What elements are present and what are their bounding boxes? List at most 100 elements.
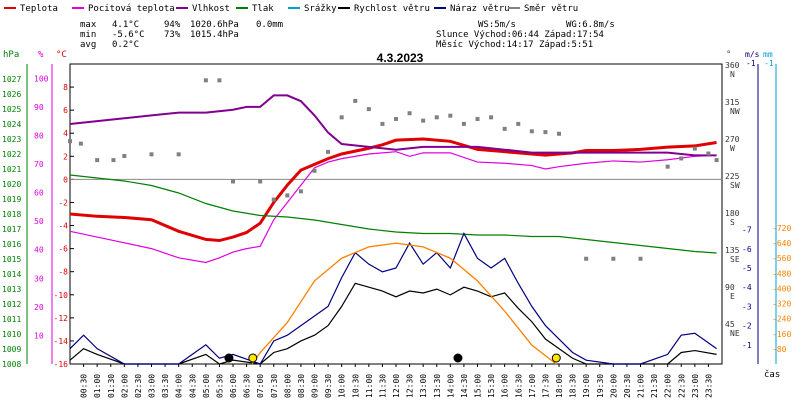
- direction-tick-label: 180: [725, 209, 740, 218]
- plot-frame: [69, 63, 723, 365]
- plot-area: [68, 78, 719, 365]
- x-tick-label: 14:00: [446, 374, 455, 398]
- wind-direction-point: [366, 107, 371, 112]
- temp-tick-label: 8: [63, 83, 68, 92]
- humidity-tick-label: 60: [34, 189, 44, 198]
- series-náraz-větru: [69, 232, 717, 365]
- x-tick-label: 04:30: [188, 374, 197, 398]
- pressure-tick-label: 1021: [2, 165, 21, 174]
- x-tick-label: 10:30: [351, 374, 360, 398]
- temp-tick-label: -14: [54, 337, 69, 346]
- x-tick-label: 19:00: [582, 374, 591, 398]
- x-tick-label: 22:00: [664, 374, 673, 398]
- pressure-tick-label: 1012: [2, 300, 21, 309]
- x-tick-label: 20:00: [609, 374, 618, 398]
- direction-compass-label: NW: [730, 107, 740, 116]
- moonrise-marker: [453, 353, 463, 363]
- rain-tick-label: -320: [772, 300, 791, 309]
- wind-direction-point: [543, 130, 548, 135]
- wind-direction-point: [421, 118, 426, 123]
- x-tick-label: 11:00: [365, 374, 374, 398]
- temp-tick-label: 6: [63, 106, 68, 115]
- x-tick-label: 17:30: [541, 374, 550, 398]
- stats-min-hum: 73%: [164, 30, 181, 40]
- x-tick-label: 11:30: [378, 374, 387, 398]
- pressure-tick-label: 1023: [2, 135, 21, 144]
- stats-max-rain: 0.0mm: [256, 20, 283, 30]
- x-tick-label: 16:00: [501, 374, 510, 398]
- x-tick-label: 16:30: [514, 374, 523, 398]
- pressure-tick-label: 1017: [2, 225, 21, 234]
- legend-label: Směr větru: [524, 4, 578, 14]
- direction-compass-label: SW: [730, 181, 740, 190]
- wind-direction-point: [407, 111, 412, 116]
- direction-tick-label: 270: [725, 135, 740, 144]
- x-tick-label: 13:00: [419, 374, 428, 398]
- stats-avg-temp: 0.2°C: [112, 40, 139, 50]
- x-tick-label: 15:00: [474, 374, 483, 398]
- rain-tick-label: -80: [772, 345, 787, 354]
- x-tick-label: 21:00: [637, 374, 646, 398]
- temp-tick-label: -2: [58, 198, 68, 207]
- wind-direction-point: [312, 168, 317, 173]
- wind-direction-point: [122, 153, 127, 158]
- x-tick-label: 08:00: [283, 374, 292, 398]
- legend-label: Vlhkost: [192, 4, 230, 14]
- temp-tick-label: -16: [54, 360, 69, 369]
- direction-tick-label: 45: [725, 320, 735, 329]
- pressure-tick-label: 1019: [2, 195, 21, 204]
- temp-tick-label: 0: [63, 175, 68, 184]
- wind-direction-point: [111, 158, 116, 163]
- wind-direction-point: [95, 158, 100, 163]
- rain-tick-label: -480: [772, 269, 791, 278]
- direction-compass-label: NE: [730, 329, 740, 338]
- legend-label: Náraz větru: [450, 4, 510, 14]
- x-tick-label: 12:00: [392, 374, 401, 398]
- pressure-tick-label: 1015: [2, 255, 21, 264]
- x-tick-label: 21:30: [650, 374, 659, 398]
- temp-tick-label: 2: [63, 152, 68, 161]
- pressure-tick-label: 1022: [2, 150, 21, 159]
- rain-tick-label: -400: [772, 284, 791, 293]
- x-tick-label: 18:30: [569, 374, 578, 398]
- sun-info: Slunce Východ:06:44 Západ:17:54: [436, 30, 604, 40]
- wind-tick-label: -7: [742, 226, 752, 235]
- wind-direction-point: [203, 78, 208, 83]
- rain-tick-label: -240: [772, 315, 791, 324]
- series-teplota: [69, 137, 717, 243]
- direction-compass-label: SE: [730, 255, 740, 264]
- x-tick-label: 05:00: [202, 374, 211, 398]
- pressure-tick-label: 1011: [2, 315, 21, 324]
- wind-direction-point: [380, 121, 385, 126]
- stats-max-temp: 4.1°C: [112, 20, 139, 30]
- x-tick-label: 01:00: [93, 374, 102, 398]
- temp-tick-label: -10: [54, 291, 69, 300]
- wind-direction-point: [217, 78, 222, 83]
- wind-wg: WG:6.8m/s: [566, 20, 615, 30]
- wind-direction-point: [502, 126, 507, 131]
- rain-tick-label: -560: [772, 254, 791, 263]
- wind-tick-label: -4: [742, 283, 752, 292]
- pressure-tick-label: 1014: [2, 270, 21, 279]
- temp-tick-label: -8: [58, 268, 68, 277]
- wind-direction-point: [339, 115, 344, 120]
- series-vlhkost: [69, 94, 717, 157]
- stats-block: max 4.1°C 94% 1020.6hPa 0.0mm min -5.6°C…: [80, 20, 283, 50]
- stats-max-press: 1020.6hPa: [190, 20, 239, 30]
- wind-direction-point: [68, 139, 72, 144]
- mm-top-label: -1: [764, 59, 774, 68]
- wind-direction-point: [638, 256, 643, 261]
- wind-direction-point: [584, 256, 589, 261]
- temp-tick-label: -6: [58, 245, 68, 254]
- series-pocitová-teplota: [69, 151, 717, 264]
- wind-direction-point: [434, 115, 439, 120]
- x-tick-label: 09:30: [324, 374, 333, 398]
- wind-direction-point: [353, 98, 358, 103]
- wind-direction-point: [149, 152, 154, 157]
- wind-info: WS:5m/s WG:6.8m/s Slunce Východ:06:44 Zá…: [436, 20, 615, 50]
- series-rychlost-větru: [69, 282, 717, 365]
- x-tick-label: 04:00: [175, 374, 184, 398]
- unit-ms: m/s: [745, 50, 760, 59]
- wind-direction-point: [298, 189, 303, 194]
